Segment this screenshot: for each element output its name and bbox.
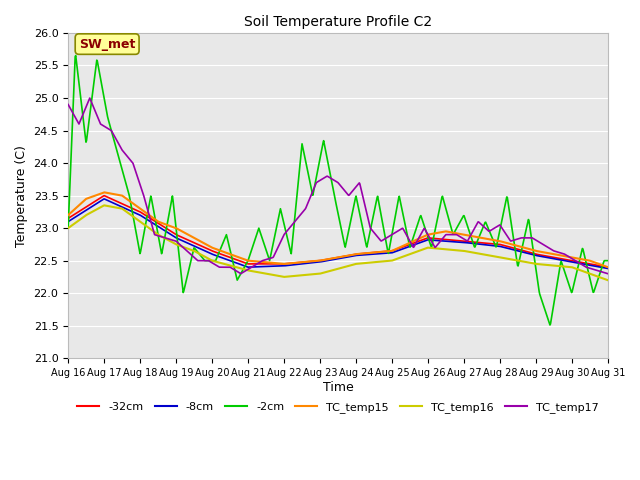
Title: Soil Temperature Profile C2: Soil Temperature Profile C2 (244, 15, 432, 29)
Y-axis label: Temperature (C): Temperature (C) (15, 144, 28, 247)
Text: SW_met: SW_met (79, 37, 135, 50)
Legend: -32cm, -8cm, -2cm, TC_temp15, TC_temp16, TC_temp17: -32cm, -8cm, -2cm, TC_temp15, TC_temp16,… (73, 398, 603, 418)
X-axis label: Time: Time (323, 381, 353, 394)
